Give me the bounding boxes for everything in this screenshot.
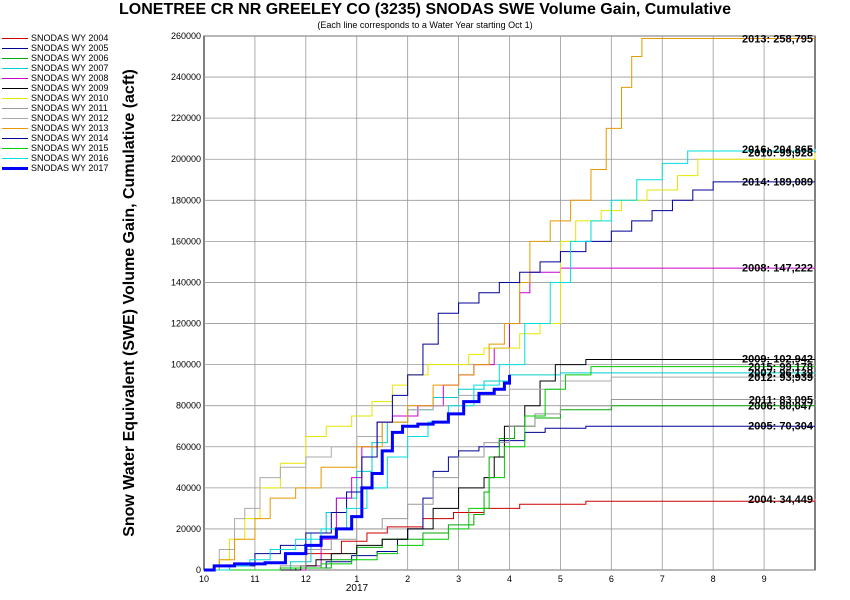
legend-swatch — [2, 37, 28, 39]
legend-swatch — [2, 67, 28, 69]
y-tick-label: 100000 — [171, 360, 201, 370]
series-line — [214, 366, 816, 571]
x-tick-label: 9 — [762, 574, 767, 584]
series-line — [214, 37, 815, 571]
y-tick-label: 220000 — [171, 113, 201, 123]
legend-item: SNODAS WY 2004 — [2, 33, 108, 43]
series-line — [214, 399, 816, 571]
legend-label: SNODAS WY 2004 — [31, 33, 109, 43]
legend-item: SNODAS WY 2015 — [2, 143, 108, 153]
legend-swatch — [2, 97, 28, 99]
y-tick-label: 40000 — [176, 483, 201, 493]
legend-label: SNODAS WY 2009 — [31, 83, 109, 93]
chart-subtitle: (Each line corresponds to a Water Year s… — [317, 20, 533, 30]
legend-item: SNODAS WY 2012 — [2, 113, 108, 123]
x-tick-label: 12 — [301, 574, 311, 584]
series-end-label: 2006: 80,047 — [748, 401, 813, 413]
series-end-label: 2014: 189,089 — [742, 177, 813, 189]
series-end-label: 2010: 99,928 — [748, 148, 813, 160]
y-tick-label: 240000 — [171, 72, 201, 82]
legend-swatch — [2, 117, 28, 119]
legend-swatch — [2, 77, 28, 79]
legend-item: SNODAS WY 2005 — [2, 43, 108, 53]
legend-swatch — [2, 157, 28, 159]
series-end-label: 2004: 34,449 — [748, 494, 813, 506]
legend-label: SNODAS WY 2008 — [31, 73, 109, 83]
y-tick-label: 160000 — [171, 236, 201, 246]
y-tick-label: 120000 — [171, 319, 201, 329]
chart-title: LONETREE CR NR GREELEY CO (3235) SNODAS … — [119, 1, 731, 18]
series-line — [214, 376, 816, 571]
legend: SNODAS WY 2004 SNODAS WY 2005 SNODAS WY 20… — [2, 33, 108, 173]
legend-label: SNODAS WY 2017 — [31, 163, 109, 173]
series-end-label: 2009: 102,942 — [742, 354, 813, 366]
y-tick-label: 60000 — [176, 442, 201, 452]
y-tick-label: 260000 — [171, 31, 201, 41]
y-tick-label: 200000 — [171, 154, 201, 164]
legend-swatch — [2, 47, 28, 49]
legend-label: SNODAS WY 2013 — [31, 123, 109, 133]
x-tick-label: 2 — [405, 574, 410, 584]
legend-item: SNODAS WY 2014 — [2, 133, 108, 143]
legend-swatch — [2, 147, 28, 149]
legend-item: SNODAS WY 2007 — [2, 63, 108, 73]
x-tick-label: 1 — [354, 574, 359, 584]
x-tick-label: 4 — [507, 574, 512, 584]
x-tick-label: 11 — [250, 574, 259, 584]
legend-item: SNODAS WY 2009 — [2, 83, 108, 93]
legend-item: SNODAS WY 2010 — [2, 93, 108, 103]
legend-swatch — [2, 107, 28, 109]
legend-label: SNODAS WY 2011 — [31, 103, 108, 113]
y-tick-label: 0 — [196, 565, 201, 575]
legend-swatch — [2, 127, 28, 129]
legend-item: SNODAS WY 2013 — [2, 123, 108, 133]
legend-item: SNODAS WY 2016 — [2, 153, 108, 163]
legend-swatch — [2, 87, 28, 89]
series-end-label: 2011: 83,095 — [749, 394, 813, 406]
legend-label: SNODAS WY 2006 — [31, 53, 109, 63]
legend-item: SNODAS WY 2008 — [2, 73, 108, 83]
y-tick-label: 20000 — [176, 524, 201, 534]
legend-swatch — [2, 57, 28, 59]
series-line — [214, 149, 816, 571]
series-end-label: 2013: 258,795 — [742, 33, 813, 45]
x-tick-label: 5 — [558, 574, 563, 584]
legend-item: SNODAS WY 2006 — [2, 53, 108, 63]
legend-swatch — [2, 166, 28, 170]
y-tick-label: 180000 — [171, 195, 201, 205]
x-tick-label: 6 — [609, 574, 614, 584]
legend-item: SNODAS WY 2017 — [2, 163, 108, 173]
series-end-label: 2005: 70,304 — [748, 421, 814, 433]
legend-label: SNODAS WY 2010 — [31, 93, 109, 103]
series-end-label: 2016: 204,865 — [742, 144, 813, 156]
legend-label: SNODAS WY 2015 — [31, 143, 109, 153]
legend-label: SNODAS WY 2012 — [31, 113, 109, 123]
y-tick-label: 80000 — [176, 401, 201, 411]
legend-label: SNODAS WY 2014 — [31, 133, 109, 143]
y-tick-label: 140000 — [171, 277, 201, 287]
series-line — [204, 374, 511, 572]
x-tick-label: 7 — [660, 574, 665, 584]
series-end-label: 2008: 147,222 — [742, 263, 813, 275]
legend-label: SNODAS WY 2016 — [31, 153, 109, 163]
series-end-label: 2015: 99,178 — [748, 361, 813, 373]
legend-swatch — [2, 137, 28, 139]
series-end-label: 2012: 93,939 — [748, 372, 813, 384]
x-tick-label: 10 — [199, 574, 209, 584]
x-year-label: 2017 — [345, 583, 369, 594]
series-line — [214, 181, 816, 571]
x-tick-label: 8 — [711, 574, 716, 584]
series-end-label: 2007: 96,139 — [748, 368, 813, 380]
legend-label: SNODAS WY 2005 — [31, 43, 109, 53]
legend-item: SNODAS WY 2011 — [2, 103, 108, 113]
x-tick-label: 3 — [456, 574, 461, 584]
legend-label: SNODAS WY 2007 — [31, 63, 109, 73]
series-line — [214, 358, 816, 571]
